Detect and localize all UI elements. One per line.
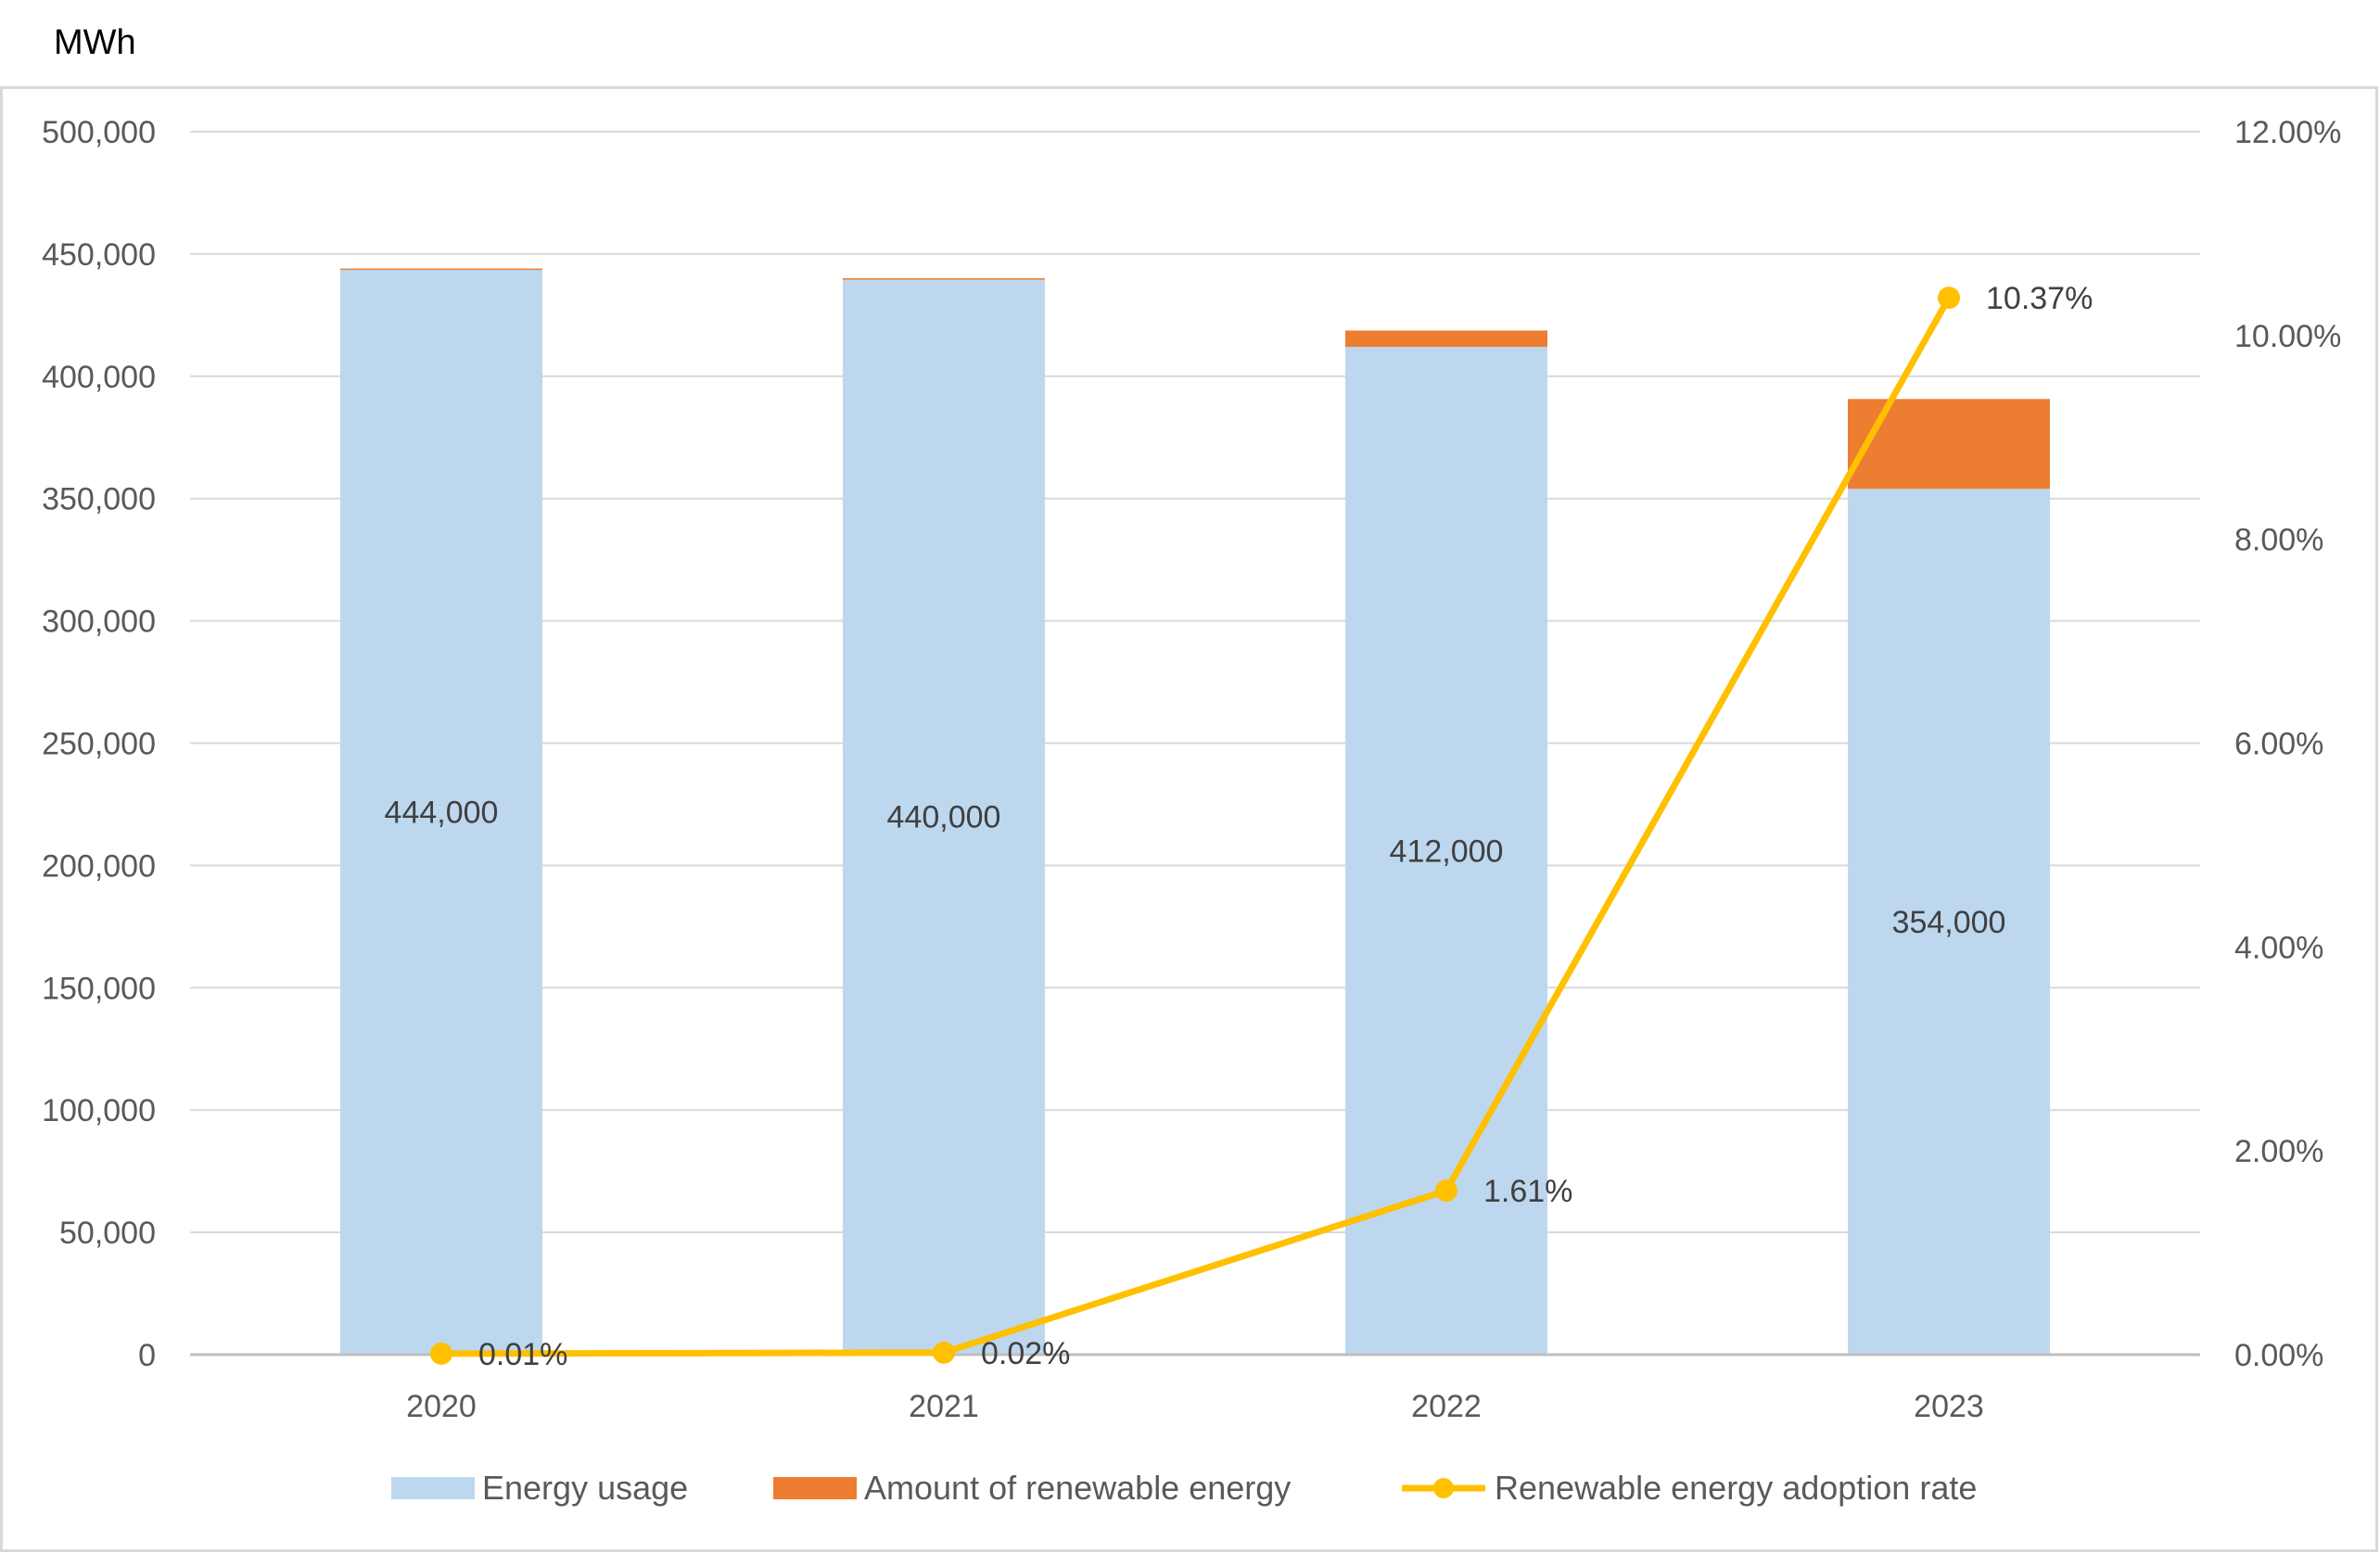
y-tick-label: 200,000 — [42, 848, 156, 884]
bar-renewable-energy-2022 — [1345, 330, 1547, 348]
adoption-rate-polyline — [440, 296, 1953, 1357]
x-axis: 2020 2021 2022 2023 — [406, 1389, 1984, 1424]
adoption-rate-point-2020 — [430, 1342, 452, 1365]
y2-tick-label: 4.00% — [2234, 930, 2323, 965]
y2-tick-label: 2.00% — [2234, 1134, 2323, 1169]
y-axis-unit-label: MWh — [54, 23, 136, 62]
y-tick-label: 50,000 — [59, 1216, 156, 1251]
y-axis-secondary: 0.00% 2.00% 4.00% 6.00% 8.00% 10.00% 12.00% — [2234, 115, 2341, 1373]
y-tick-label: 350,000 — [42, 482, 156, 517]
y-tick-label: 100,000 — [42, 1093, 156, 1128]
adoption-rate-point-2023 — [1938, 287, 1960, 310]
bar-data-label: 444,000 — [385, 795, 499, 830]
y-tick-label: 150,000 — [42, 971, 156, 1006]
x-tick-label: 2022 — [1411, 1389, 1482, 1424]
legend: Energy usage Amount of renewable energy Re… — [391, 1469, 1977, 1507]
adoption-rate-data-label: 1.61% — [1483, 1174, 1572, 1209]
y-tick-label: 450,000 — [42, 237, 156, 273]
bar-data-label: 412,000 — [1390, 834, 1504, 870]
y-tick-label: 300,000 — [42, 605, 156, 640]
bar-data-label: 440,000 — [887, 800, 1001, 835]
legend-label: Renewable energy adoption rate — [1495, 1469, 1977, 1507]
adoption-rate-point-2021 — [933, 1341, 955, 1364]
legend-swatch-energy-usage — [391, 1477, 475, 1499]
adoption-rate-point-2022 — [1435, 1179, 1457, 1203]
y-tick-label: 500,000 — [42, 115, 156, 150]
legend-swatch-adoption-rate-marker — [1433, 1478, 1454, 1498]
x-tick-label: 2023 — [1914, 1389, 1984, 1424]
legend-label: Amount of renewable energy — [864, 1469, 1291, 1507]
bar-energy-usage-2021 — [843, 278, 1045, 1355]
legend-label: Energy usage — [482, 1469, 688, 1507]
adoption-rate-data-label: 10.37% — [1986, 281, 2093, 316]
adoption-rate-data-label: 0.01% — [478, 1337, 567, 1372]
legend-swatch-renewable-energy — [773, 1477, 857, 1499]
y2-tick-label: 6.00% — [2234, 727, 2323, 762]
x-tick-label: 2020 — [406, 1389, 477, 1424]
bar-energy-usage-2023 — [1848, 489, 2050, 1355]
x-tick-label: 2021 — [909, 1389, 979, 1424]
bar-energy-usage-2020 — [340, 268, 542, 1355]
y2-tick-label: 0.00% — [2234, 1338, 2323, 1373]
y-tick-label: 250,000 — [42, 727, 156, 762]
y2-tick-label: 10.00% — [2234, 319, 2341, 354]
y-tick-label: 400,000 — [42, 360, 156, 395]
y-axis-primary: 0 50,000 100,000 150,000 200,000 250,000 300,0… — [42, 115, 156, 1373]
adoption-rate-line: 0.01% 0.02% 1.61% 10.37% — [430, 281, 2093, 1372]
bar-data-label: 354,000 — [1892, 905, 2006, 940]
adoption-rate-data-label: 0.02% — [981, 1336, 1070, 1371]
y2-tick-label: 8.00% — [2234, 523, 2323, 558]
bars: 444,000 440,000 412,000 354,000 — [340, 268, 2050, 1355]
bar-renewable-energy-2021 — [843, 278, 1045, 280]
bar-renewable-energy-2020 — [340, 268, 542, 271]
bar-renewable-energy-2023 — [1848, 399, 2050, 490]
y-tick-label: 0 — [138, 1338, 156, 1373]
y2-tick-label: 12.00% — [2234, 115, 2341, 150]
